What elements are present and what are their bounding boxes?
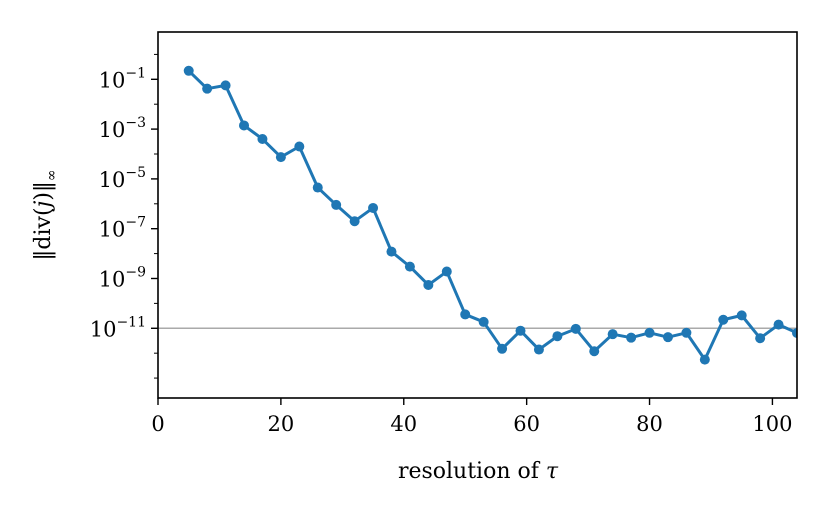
y-tick-label: 10−3 <box>99 115 146 142</box>
x-tick-label: 20 <box>268 412 295 436</box>
x-tick-label: 60 <box>513 412 540 436</box>
data-point <box>312 182 323 193</box>
data-point <box>644 327 655 338</box>
data-point <box>441 266 452 277</box>
data-point <box>533 344 544 355</box>
data-point <box>275 152 286 163</box>
data-point <box>515 325 526 336</box>
data-point <box>202 83 213 94</box>
y-tick-label: 10−5 <box>99 165 146 192</box>
x-axis-label: resolution of τ <box>398 459 559 484</box>
data-point <box>755 333 766 344</box>
data-point <box>773 319 784 330</box>
data-point <box>792 327 797 338</box>
data-point <box>239 120 250 131</box>
data-point <box>570 323 581 334</box>
data-point <box>478 316 489 327</box>
data-point <box>368 202 379 213</box>
data-point <box>294 141 305 152</box>
data-point <box>662 332 673 343</box>
y-tick-label: 10−7 <box>99 215 146 242</box>
data-point <box>497 343 508 354</box>
x-tick-label: 40 <box>390 412 417 436</box>
y-tick-label: 10−1 <box>99 65 146 92</box>
data-point <box>183 65 194 76</box>
data-point <box>460 309 471 320</box>
data-point <box>349 216 360 227</box>
x-axis-ticks: 0 20 40 60 80 100 <box>151 398 792 436</box>
series-line <box>187 69 797 362</box>
x-tick-label: 100 <box>752 412 792 436</box>
data-point <box>386 246 397 257</box>
data-point <box>220 80 231 91</box>
series-layer <box>183 65 797 365</box>
data-point <box>257 134 268 145</box>
data-point <box>681 327 692 338</box>
plot-frame <box>157 31 798 399</box>
data-point <box>404 261 415 272</box>
data-point <box>331 199 342 210</box>
data-point <box>607 329 618 340</box>
x-tick-label: 80 <box>636 412 663 436</box>
y-axis-ticks: 10−1 10−3 10−5 10−7 10−9 10−11 <box>90 53 158 379</box>
data-point <box>552 331 563 342</box>
x-tick-label: 0 <box>151 412 164 436</box>
y-axis-label: ‖div(j)‖∞ <box>31 169 60 260</box>
y-tick-label: 10−11 <box>90 314 146 341</box>
data-point <box>736 310 747 321</box>
data-point <box>626 332 637 343</box>
data-point <box>699 354 710 365</box>
y-tick-label: 10−9 <box>99 264 146 291</box>
data-point <box>589 346 600 357</box>
data-point <box>718 314 729 325</box>
data-point <box>423 279 434 290</box>
